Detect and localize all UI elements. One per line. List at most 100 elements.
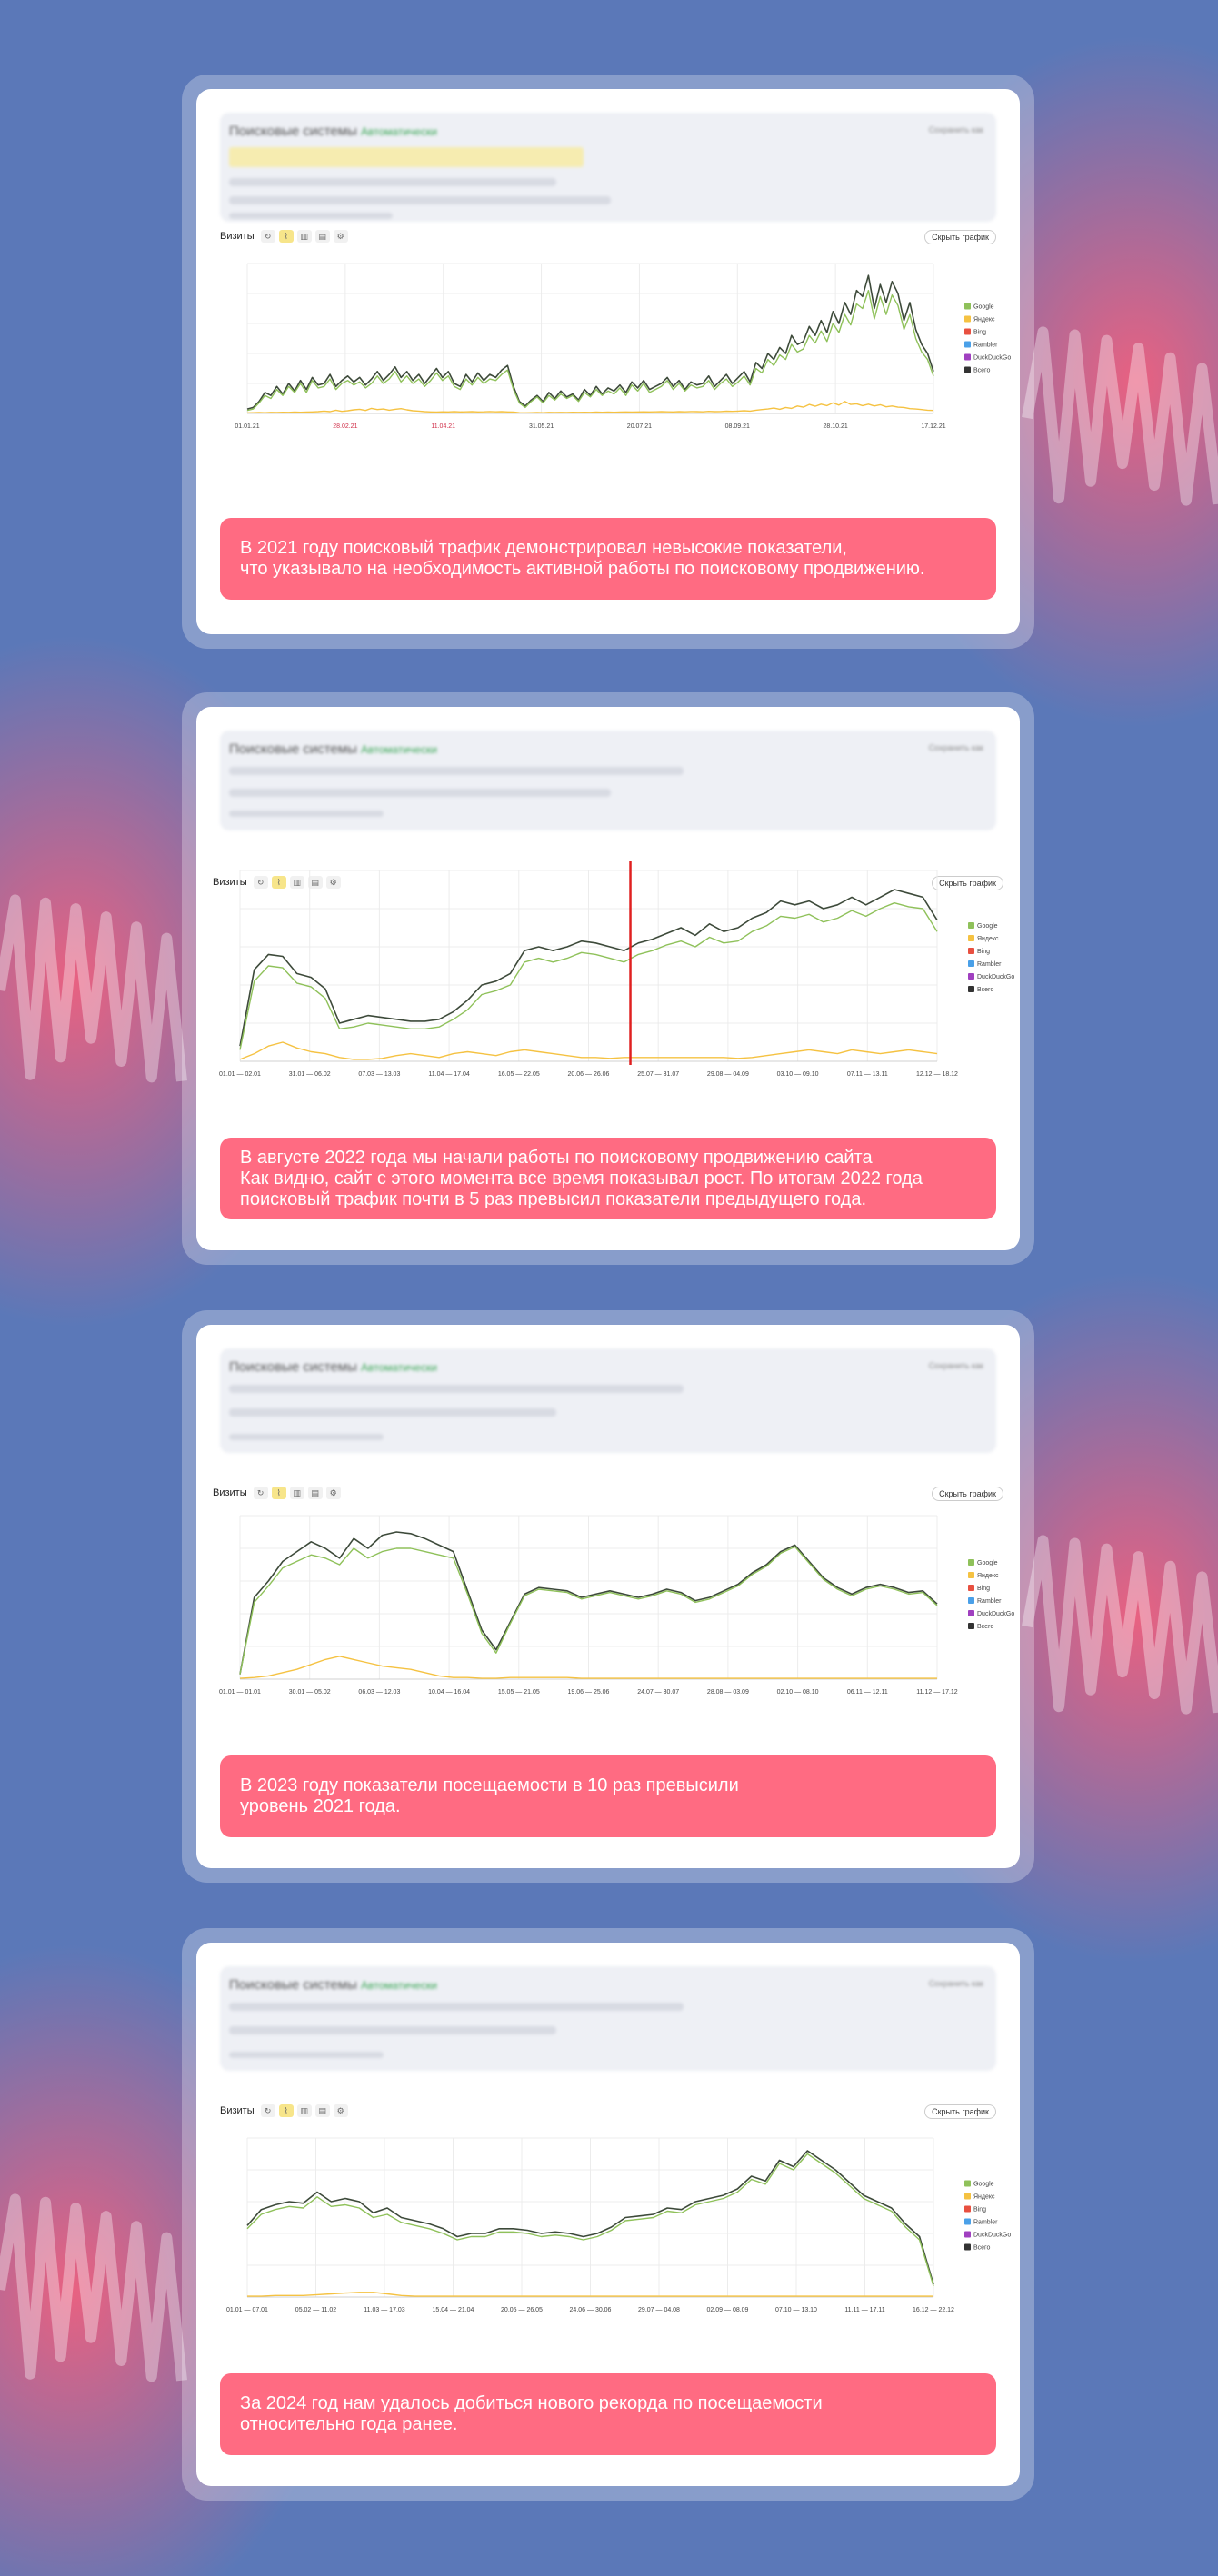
x-tick-label: 28.10.21	[824, 423, 848, 430]
message-2024: За 2024 год нам удалось добиться нового …	[220, 2373, 996, 2455]
message-2022: В августе 2022 года мы начали работы по …	[220, 1138, 996, 1219]
legend-label: Google	[973, 2182, 994, 2188]
x-tick-label: 31.01 — 06.02	[289, 1071, 331, 1078]
report-title: Поисковые системы	[229, 124, 357, 139]
hide-chart-button[interactable]: Скрыть график	[924, 230, 996, 244]
x-tick-label: 24.06 — 30.06	[570, 2307, 612, 2313]
x-tick-label: 07.03 — 13.03	[358, 1071, 400, 1078]
card-2023: Поисковые системы Автоматически Сохранит…	[182, 1310, 1034, 1883]
line-chart-icon[interactable]: ⌇	[278, 2104, 294, 2117]
hide-chart-button[interactable]: Скрыть график	[924, 2104, 996, 2119]
legend-swatch	[964, 2243, 971, 2251]
line-chart-icon[interactable]: ⌇	[271, 1487, 286, 1499]
series-line-total	[246, 2150, 934, 2285]
stacked-chart-icon[interactable]: ▤	[314, 230, 330, 243]
series-line-yandex	[246, 401, 934, 413]
x-tick-label: 06.11 — 12.11	[847, 1689, 888, 1696]
settings-icon[interactable]: ⚙	[333, 2104, 348, 2117]
legend-label: Rambler	[973, 343, 998, 349]
metric-label: Визиты	[213, 1487, 247, 1498]
metric-label: Визиты	[213, 876, 247, 888]
report-title: Поисковые системы	[229, 1977, 357, 1993]
x-tick-label: 10.04 — 16.04	[428, 1689, 470, 1696]
series-line-google	[246, 2153, 934, 2287]
legend-label: Всего	[973, 368, 990, 374]
filter-bar	[229, 767, 684, 775]
chart-toolbar: Визиты ↻ ⌇ ▥ ▤ ⚙	[220, 230, 348, 243]
message-line: Как видно, сайт с этого момента все врем…	[240, 1168, 923, 1189]
x-tick-label: 11.12 — 17.12	[916, 1689, 958, 1696]
x-tick-label: 02.09 — 08.09	[707, 2307, 749, 2313]
x-tick-label: 11.04.21	[431, 423, 455, 430]
message-line: В 2023 году показатели посещаемости в 10…	[240, 1775, 739, 1795]
filter-bar	[229, 1385, 684, 1393]
series-line-yandex	[239, 1656, 937, 1679]
segment-bar	[229, 2026, 556, 2034]
series-line-google	[246, 290, 934, 412]
settings-icon[interactable]: ⚙	[325, 876, 341, 889]
save-as-button[interactable]: Сохранить как	[928, 743, 983, 752]
x-tick-label: 11.04 — 17.04	[428, 1071, 470, 1078]
segment-bar	[229, 1408, 556, 1417]
bar-chart-icon[interactable]: ▥	[289, 1487, 304, 1499]
legend-swatch	[968, 935, 974, 941]
x-tick-label: 24.07 — 30.07	[637, 1689, 679, 1696]
bar-chart-icon[interactable]: ▥	[296, 230, 312, 243]
series-line-total	[239, 1531, 938, 1675]
card-panel: Поисковые системы Автоматически Сохранит…	[196, 1325, 1020, 1868]
metric-label: Визиты	[220, 2104, 255, 2116]
filter-bar	[229, 2003, 684, 2011]
legend-swatch	[964, 341, 971, 348]
card-2024: Поисковые системы Автоматически Сохранит…	[182, 1928, 1034, 2501]
stacked-chart-icon[interactable]: ▤	[307, 1487, 323, 1499]
stacked-chart-icon[interactable]: ▤	[307, 876, 323, 889]
x-tick-label: 28.02.21	[333, 423, 357, 430]
x-tick-label: 16.05 — 22.05	[498, 1071, 540, 1078]
hide-chart-button[interactable]: Скрыть график	[932, 1487, 1003, 1501]
metrica-header: Поисковые системы Автоматически Сохранит…	[220, 731, 996, 830]
metric-label: Визиты	[220, 230, 255, 242]
refresh-icon[interactable]: ↻	[253, 1487, 268, 1499]
refresh-icon[interactable]: ↻	[253, 876, 268, 889]
options-bar	[229, 811, 384, 817]
options-bar	[229, 213, 393, 219]
legend-label: Google	[973, 304, 994, 311]
hide-chart-button[interactable]: Скрыть график	[932, 876, 1003, 890]
series-line-google	[239, 902, 938, 1050]
x-tick-label: 11.03 — 17.03	[364, 2307, 405, 2313]
bar-chart-icon[interactable]: ▥	[289, 876, 304, 889]
legend-label: Rambler	[977, 961, 1002, 968]
stacked-chart-icon[interactable]: ▤	[314, 2104, 330, 2117]
filter-bar	[229, 178, 556, 186]
refresh-icon[interactable]: ↻	[260, 2104, 275, 2117]
legend-swatch	[964, 2193, 971, 2200]
legend-swatch	[968, 922, 974, 929]
traffic-chart-2024: 01.01 — 07.01 05.02 — 11.02 11.03 — 17.03 1…	[226, 2137, 1011, 2313]
wave-decoration	[0, 2193, 187, 2382]
series-line-google	[239, 1546, 938, 1675]
legend-swatch	[964, 328, 971, 335]
message-2021: В 2021 году поисковый трафик демонстриро…	[220, 518, 996, 600]
x-tick-label: 25.07 — 31.07	[637, 1071, 679, 1078]
traffic-chart-2022: 01.01 — 02.01 31.01 — 06.02 07.03 — 13.03 1…	[219, 861, 1014, 1078]
settings-icon[interactable]: ⚙	[333, 230, 348, 243]
legend-label: Rambler	[973, 2220, 998, 2226]
line-chart-icon[interactable]: ⌇	[271, 876, 286, 889]
bar-chart-icon[interactable]: ▥	[296, 2104, 312, 2117]
metrica-header: Поисковые системы Автоматически Сохранит…	[220, 1348, 996, 1453]
settings-icon[interactable]: ⚙	[325, 1487, 341, 1499]
x-tick-label: 03.10 — 09.10	[777, 1071, 819, 1078]
line-chart-icon[interactable]: ⌇	[278, 230, 294, 243]
message-2023: В 2023 году показатели посещаемости в 10…	[220, 1755, 996, 1837]
refresh-icon[interactable]: ↻	[260, 230, 275, 243]
card-panel: Поисковые системы Автоматически Сохранит…	[196, 707, 1020, 1250]
legend-swatch	[968, 948, 974, 954]
x-tick-label: 15.05 — 21.05	[498, 1689, 540, 1696]
save-as-button[interactable]: Сохранить как	[928, 125, 983, 134]
legend-swatch	[964, 2205, 971, 2213]
legend-swatch	[964, 303, 971, 310]
x-tick-label: 20.06 — 26.06	[568, 1071, 610, 1078]
card-panel: Поисковые системы Автоматически Сохранит…	[196, 89, 1020, 634]
save-as-button[interactable]: Сохранить как	[928, 1979, 983, 1988]
save-as-button[interactable]: Сохранить как	[928, 1361, 983, 1370]
